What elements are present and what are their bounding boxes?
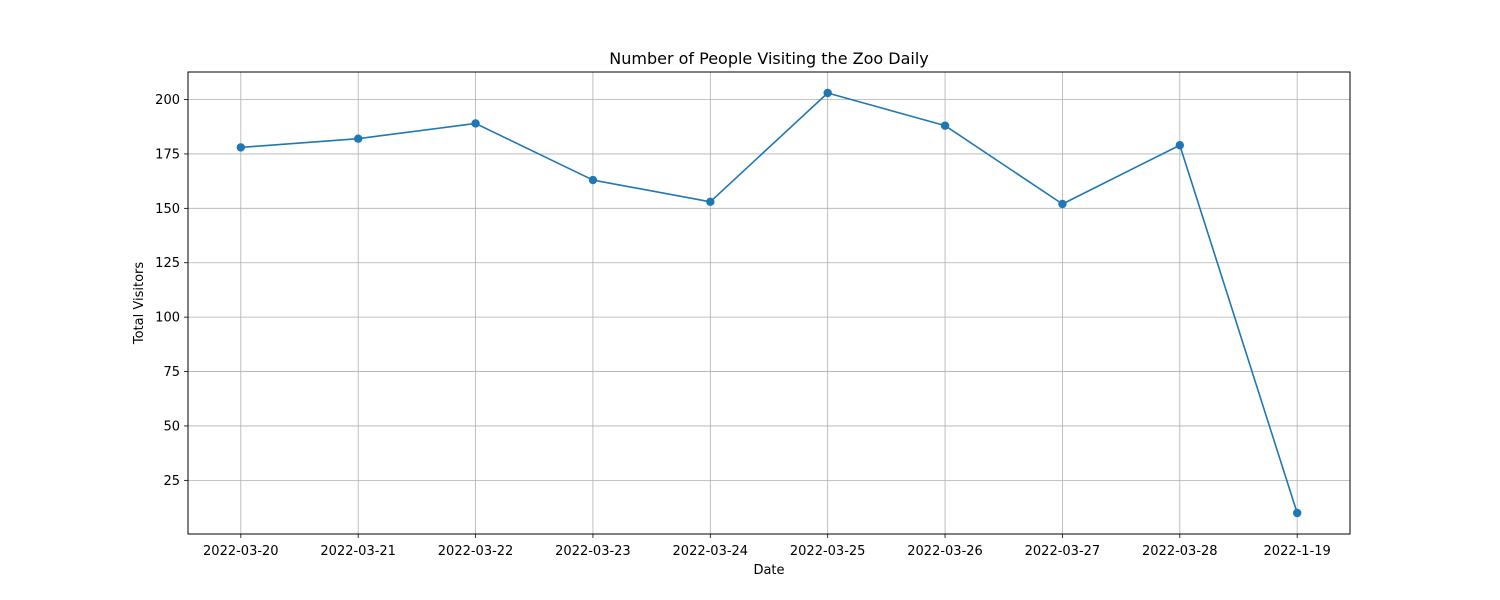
x-tick-label: 2022-03-23 <box>555 544 631 559</box>
x-tick-label: 2022-03-25 <box>790 544 866 559</box>
x-tick-label: 2022-03-21 <box>320 544 396 559</box>
data-point <box>706 197 715 207</box>
grid <box>188 72 1350 534</box>
data-point <box>471 119 480 128</box>
y-tick-label: 25 <box>163 474 180 489</box>
x-axis-label: Date <box>753 563 784 578</box>
data-point <box>1292 508 1302 518</box>
y-tick-label: 200 <box>155 93 180 108</box>
data-point <box>588 175 598 185</box>
x-tick-label: 2022-03-22 <box>438 544 514 559</box>
data-point <box>236 143 246 152</box>
y-axis: 25 50 75 100 125 150 175 200 <box>155 93 188 489</box>
y-tick-label: 175 <box>155 147 180 162</box>
y-tick-label: 50 <box>163 419 180 434</box>
data-point <box>940 121 950 130</box>
y-tick-label: 125 <box>155 256 180 271</box>
x-tick-label: 2022-03-28 <box>1142 544 1218 559</box>
y-tick-label: 75 <box>163 365 180 380</box>
x-tick-label: 2022-03-27 <box>1025 544 1101 559</box>
x-tick-label: 2022-03-20 <box>203 544 279 559</box>
data-point <box>1175 141 1185 150</box>
plot-frame <box>187 71 1351 535</box>
data-point <box>823 88 832 98</box>
series-line <box>240 92 1298 514</box>
x-tick-label: 2022-1-19 <box>1264 544 1331 559</box>
data-point <box>1058 199 1067 209</box>
chart-title: Number of People Visiting the Zoo Daily <box>609 49 928 68</box>
y-axis-label: Total Visitors <box>132 262 147 345</box>
data-point <box>353 134 363 143</box>
x-axis: 2022-03-20 2022-03-21 2022-03-22 2022-03-23… <box>203 534 1331 559</box>
y-tick-label: 100 <box>155 311 180 326</box>
series <box>236 88 1302 518</box>
y-tick-label: 150 <box>155 202 180 217</box>
x-tick-label: 2022-03-24 <box>673 544 749 559</box>
x-tick-label: 2022-03-26 <box>907 544 983 559</box>
